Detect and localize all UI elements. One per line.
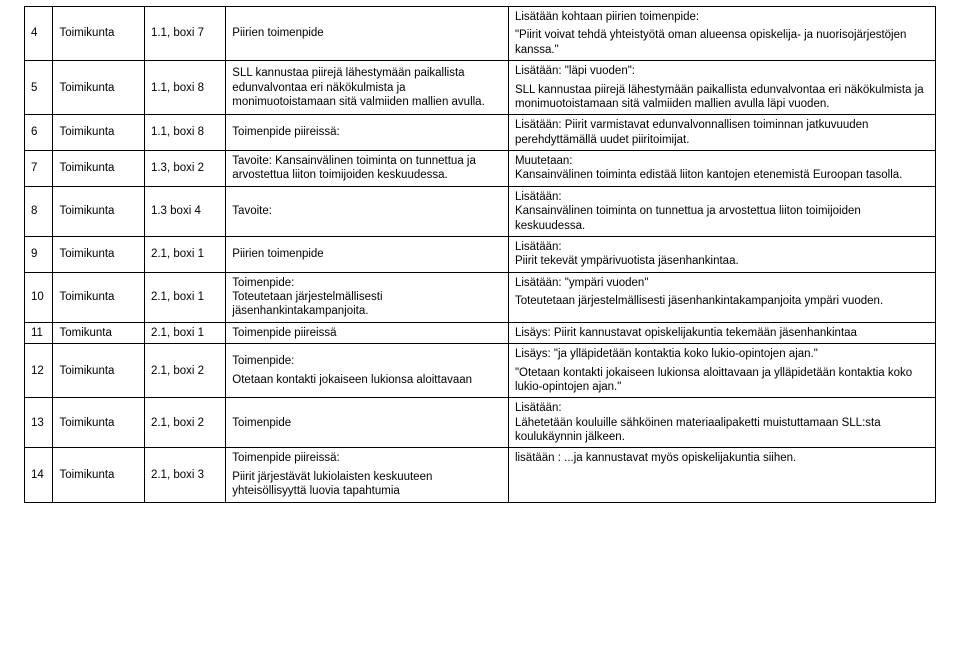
content-table: 4Toimikunta1.1, boxi 7Piirien toimenpide… bbox=[24, 6, 936, 503]
row-type: Toimikunta bbox=[53, 151, 145, 187]
row-type: Toimikunta bbox=[53, 7, 145, 61]
cell-text: Lisätään:Kansainvälinen toiminta on tunn… bbox=[515, 190, 929, 233]
cell-text: lisätään : ...ja kannustavat myös opiske… bbox=[515, 451, 929, 465]
row-col4: Lisätään kohtaan piirien toimenpide: "Pii… bbox=[508, 7, 935, 61]
row-col4: Lisäys: "ja ylläpidetään kontaktia koko … bbox=[508, 344, 935, 398]
cell-text: Piirit järjestävät lukiolaisten keskuute… bbox=[232, 470, 502, 499]
row-type: Toimikunta bbox=[53, 61, 145, 115]
cell-text: Lisäys: Piirit kannustavat opiskelijakun… bbox=[515, 326, 929, 340]
cell-text: Tavoite: Kansainvälinen toiminta on tunn… bbox=[232, 154, 502, 183]
row-type: Toimikunta bbox=[53, 272, 145, 322]
row-col4: Lisätään:Kansainvälinen toiminta on tunn… bbox=[508, 186, 935, 236]
row-number: 12 bbox=[25, 344, 53, 398]
row-number: 13 bbox=[25, 398, 53, 448]
document-page: 4Toimikunta1.1, boxi 7Piirien toimenpide… bbox=[0, 0, 960, 657]
cell-text: "Otetaan kontakti jokaiseen lukionsa alo… bbox=[515, 366, 929, 395]
row-col4: Muutetaan:Kansainvälinen toiminta edistä… bbox=[508, 151, 935, 187]
cell-text: Lisätään: "läpi vuoden": bbox=[515, 64, 929, 78]
table-row: 10Toimikunta2.1, boxi 1Toimenpide:Toteut… bbox=[25, 272, 936, 322]
row-col4: Lisäys: Piirit kannustavat opiskelijakun… bbox=[508, 322, 935, 343]
row-col3: Piirien toimenpide bbox=[226, 236, 509, 272]
table-row: 7Toimikunta1.3, boxi 2Tavoite: Kansainvä… bbox=[25, 151, 936, 187]
row-col3: Toimenpide piireissä: bbox=[226, 115, 509, 151]
table-row: 12Toimikunta2.1, boxi 2 Toimenpide: Otetaa… bbox=[25, 344, 936, 398]
row-col4: Lisätään: Piirit varmistavat edunvalvonn… bbox=[508, 115, 935, 151]
table-row: 9Toimikunta2.1, boxi 1 Piirien toimenpide… bbox=[25, 236, 936, 272]
row-col4: Lisätään: "läpi vuoden": SLL kannustaa pi… bbox=[508, 61, 935, 115]
row-col3: Piirien toimenpide bbox=[226, 7, 509, 61]
cell-text: Toimenpide piireissä bbox=[232, 326, 502, 340]
table-row: 6Toimikunta1.1, boxi 8 Toimenpide piireis… bbox=[25, 115, 936, 151]
table-row: 13Toimikunta2.1, boxi 2 Toimenpide Lisätää… bbox=[25, 398, 936, 448]
row-number: 7 bbox=[25, 151, 53, 187]
row-type: Tomikunta bbox=[53, 322, 145, 343]
cell-text: Lisätään kohtaan piirien toimenpide: bbox=[515, 10, 929, 24]
cell-text: SLL kannustaa piirejä lähestymään paikal… bbox=[232, 66, 502, 109]
cell-text: Toimenpide piireissä: bbox=[232, 125, 502, 139]
cell-text: Lisätään: "ympäri vuoden" bbox=[515, 276, 929, 290]
row-reference: 1.1, boxi 8 bbox=[144, 115, 225, 151]
cell-text: Lisätään:Piirit tekevät ympärivuotista j… bbox=[515, 240, 929, 269]
row-reference: 2.1, boxi 3 bbox=[144, 448, 225, 502]
row-number: 5 bbox=[25, 61, 53, 115]
row-reference: 1.1, boxi 7 bbox=[144, 7, 225, 61]
row-col3: Toimenpide piireissä: Piirit järjestävät … bbox=[226, 448, 509, 502]
row-type: Toimikunta bbox=[53, 398, 145, 448]
table-row: 14Toimikunta2.1, boxi 3Toimenpide piirei… bbox=[25, 448, 936, 502]
row-reference: 2.1, boxi 1 bbox=[144, 322, 225, 343]
row-type: Toimikunta bbox=[53, 448, 145, 502]
cell-text: Toimenpide:Toteutetaan järjestelmällises… bbox=[232, 276, 502, 319]
row-col3: Toimenpide bbox=[226, 398, 509, 448]
cell-text: Tavoite: bbox=[232, 204, 502, 218]
cell-text: Otetaan kontakti jokaiseen lukionsa aloi… bbox=[232, 373, 502, 387]
row-type: Toimikunta bbox=[53, 115, 145, 151]
row-col4: Lisätään:Piirit tekevät ympärivuotista j… bbox=[508, 236, 935, 272]
cell-text: Muutetaan:Kansainvälinen toiminta edistä… bbox=[515, 154, 929, 183]
cell-text: Toimenpide: bbox=[232, 354, 502, 368]
row-reference: 1.3, boxi 2 bbox=[144, 151, 225, 187]
row-col3: Tavoite: bbox=[226, 186, 509, 236]
cell-text: Piirien toimenpide bbox=[232, 247, 502, 261]
cell-text: Lisäys: "ja ylläpidetään kontaktia koko … bbox=[515, 347, 929, 361]
row-reference: 2.1, boxi 2 bbox=[144, 344, 225, 398]
cell-text: Toimenpide piireissä: bbox=[232, 451, 502, 465]
row-reference: 2.1, boxi 1 bbox=[144, 272, 225, 322]
row-type: Toimikunta bbox=[53, 236, 145, 272]
row-col3: Toimenpide:Toteutetaan järjestelmällises… bbox=[226, 272, 509, 322]
table-row: 5Toimikunta1.1, boxi 8SLL kannustaa piir… bbox=[25, 61, 936, 115]
row-col3: Toimenpide: Otetaan kontakti jokaiseen lu… bbox=[226, 344, 509, 398]
row-type: Toimikunta bbox=[53, 344, 145, 398]
row-number: 10 bbox=[25, 272, 53, 322]
row-reference: 2.1, boxi 1 bbox=[144, 236, 225, 272]
row-reference: 1.1, boxi 8 bbox=[144, 61, 225, 115]
cell-text: Toimenpide bbox=[232, 416, 502, 430]
cell-text: Lisätään: Piirit varmistavat edunvalvonn… bbox=[515, 118, 929, 147]
row-reference: 1.3 boxi 4 bbox=[144, 186, 225, 236]
row-col3: SLL kannustaa piirejä lähestymään paikal… bbox=[226, 61, 509, 115]
row-col3: Toimenpide piireissä bbox=[226, 322, 509, 343]
row-number: 14 bbox=[25, 448, 53, 502]
row-number: 6 bbox=[25, 115, 53, 151]
row-number: 11 bbox=[25, 322, 53, 343]
cell-text: "Piirit voivat tehdä yhteistyötä oman al… bbox=[515, 28, 929, 57]
table-row: 4Toimikunta1.1, boxi 7 Piirien toimenpide… bbox=[25, 7, 936, 61]
row-number: 8 bbox=[25, 186, 53, 236]
cell-text: Lisätään:Lähetetään kouluille sähköinen … bbox=[515, 401, 929, 444]
table-row: 8Toimikunta1.3 boxi 4 Tavoite: Lisätään:Ka… bbox=[25, 186, 936, 236]
row-col3: Tavoite: Kansainvälinen toiminta on tunn… bbox=[226, 151, 509, 187]
row-col4: lisätään : ...ja kannustavat myös opiske… bbox=[508, 448, 935, 502]
row-col4: Lisätään: "ympäri vuoden" Toteutetaan jär… bbox=[508, 272, 935, 322]
row-reference: 2.1, boxi 2 bbox=[144, 398, 225, 448]
cell-text: Toteutetaan järjestelmällisesti jäsenhan… bbox=[515, 294, 929, 308]
row-number: 4 bbox=[25, 7, 53, 61]
row-type: Toimikunta bbox=[53, 186, 145, 236]
table-row: 11Tomikunta2.1, boxi 1 Toimenpide piireis… bbox=[25, 322, 936, 343]
cell-text: SLL kannustaa piirejä lähestymään paikal… bbox=[515, 83, 929, 112]
row-number: 9 bbox=[25, 236, 53, 272]
row-col4: Lisätään:Lähetetään kouluille sähköinen … bbox=[508, 398, 935, 448]
cell-text: Piirien toimenpide bbox=[232, 26, 502, 40]
